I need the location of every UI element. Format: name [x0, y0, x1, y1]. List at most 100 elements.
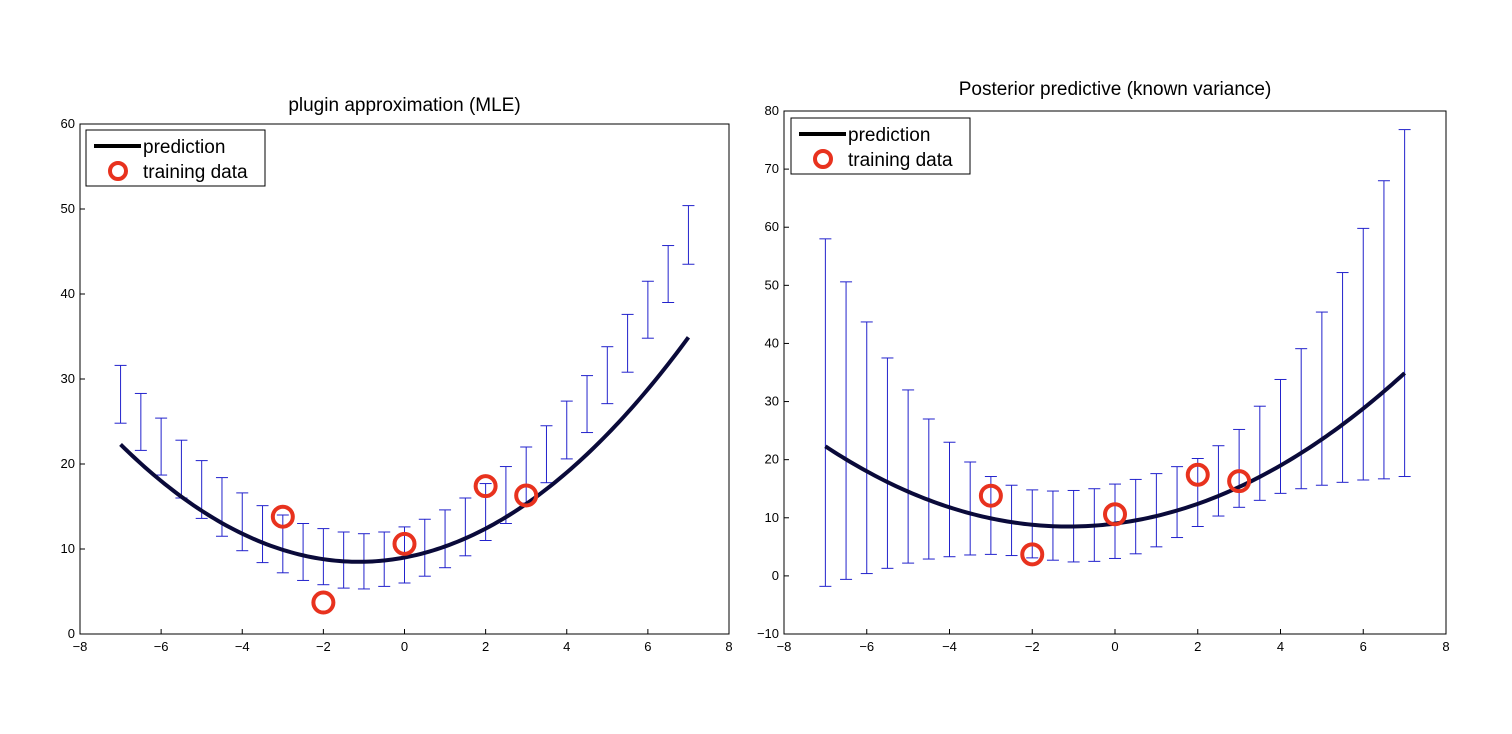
chart-title: plugin approximation (MLE) — [288, 95, 520, 116]
training-point — [1227, 469, 1252, 494]
training-point — [473, 474, 498, 499]
prediction-line — [119, 336, 691, 564]
legend-training-label: training data — [143, 162, 248, 183]
error-bar — [418, 518, 431, 577]
x-tick-label: 6 — [644, 639, 651, 654]
error-bars — [819, 129, 1411, 587]
legend: prediction training data — [85, 129, 266, 187]
y-tick-label: 20 — [61, 456, 75, 471]
training-point — [514, 483, 539, 508]
training-point — [392, 531, 417, 556]
error-bar — [881, 357, 894, 569]
training-point — [978, 483, 1003, 508]
y-tick-label: 60 — [765, 219, 779, 234]
error-bar — [1171, 466, 1184, 539]
y-tick-label: 20 — [765, 452, 779, 467]
error-bar — [276, 514, 289, 574]
error-bar — [621, 313, 634, 373]
training-points — [270, 474, 539, 615]
y-tick-label: 0 — [68, 626, 75, 641]
error-bar — [1253, 405, 1266, 501]
training-point — [1103, 502, 1127, 527]
x-tick-label: −4 — [942, 639, 957, 654]
y-tick-label: −10 — [757, 626, 779, 641]
error-bar — [1336, 272, 1349, 483]
x-tick-label: −6 — [154, 639, 169, 654]
legend-training-label: training data — [848, 150, 953, 171]
error-bar — [662, 245, 675, 303]
error-bar — [215, 477, 228, 537]
error-bar — [922, 418, 935, 560]
y-tick-label: 40 — [61, 286, 75, 301]
error-bars — [114, 205, 695, 590]
x-tick-label: 8 — [1442, 639, 1449, 654]
error-bar — [317, 528, 330, 586]
legend-training-swatch — [108, 161, 128, 181]
x-tick-label: 8 — [725, 639, 732, 654]
x-tick-label: −6 — [859, 639, 874, 654]
x-tick-label: 4 — [563, 639, 570, 654]
error-bar — [984, 476, 997, 555]
error-bar — [601, 346, 614, 405]
error-bar — [459, 497, 472, 557]
error-bar — [1398, 129, 1411, 478]
x-tick-label: −2 — [1025, 639, 1040, 654]
legend-training-swatch — [813, 149, 833, 169]
x-tick-label: 4 — [1277, 639, 1284, 654]
training-point — [1185, 462, 1210, 487]
error-bar — [560, 400, 573, 460]
error-bar — [114, 364, 127, 424]
x-tick-label: 2 — [1194, 639, 1201, 654]
error-bar — [819, 238, 832, 587]
training-point — [1020, 542, 1045, 567]
chart-plugin-approximation: plugin approximation (MLE) −8 −6 −4 −2 0 2 4 6 8… — [61, 95, 733, 654]
error-bar — [1295, 348, 1308, 490]
error-bar — [520, 446, 533, 504]
legend: prediction training data — [790, 117, 971, 175]
axis-ticks: −8 −6 −4 −2 0 2 4 6 8 −10 0 10 20 30 40 50 60 70 80 — [757, 103, 1450, 654]
x-tick-label: −2 — [316, 639, 331, 654]
error-bar — [1191, 458, 1204, 527]
x-tick-label: −8 — [73, 639, 88, 654]
error-bar — [860, 321, 873, 575]
training-points — [978, 462, 1252, 567]
error-bar — [641, 280, 654, 339]
training-point — [270, 504, 295, 529]
y-tick-label: 50 — [765, 277, 779, 292]
error-bar — [1109, 483, 1121, 559]
x-tick-label: 6 — [1360, 639, 1367, 654]
x-tick-label: 0 — [1111, 639, 1118, 654]
error-bar — [175, 439, 188, 499]
error-bar — [540, 425, 553, 484]
error-bar — [682, 205, 695, 265]
x-tick-label: 0 — [401, 639, 408, 654]
error-bar — [1357, 227, 1370, 481]
error-bar — [236, 492, 249, 552]
y-tick-label: 40 — [765, 335, 779, 350]
error-bar — [499, 466, 512, 524]
y-tick-label: 10 — [61, 541, 75, 556]
error-bar — [1233, 428, 1246, 508]
y-tick-label: 70 — [765, 161, 779, 176]
legend-prediction-label: prediction — [143, 137, 225, 158]
error-bar — [256, 505, 269, 564]
y-tick-label: 30 — [765, 394, 779, 409]
error-bar — [1274, 378, 1287, 494]
training-point — [311, 590, 336, 615]
error-bar — [840, 281, 853, 580]
error-bar — [1129, 478, 1142, 555]
error-bar — [1315, 311, 1328, 486]
error-bar — [964, 461, 977, 556]
y-tick-label: 0 — [772, 568, 779, 583]
x-tick-label: −8 — [777, 639, 792, 654]
chart-posterior-predictive: Posterior predictive (known variance) −8… — [757, 79, 1450, 654]
y-tick-label: 80 — [765, 103, 779, 118]
error-bar — [155, 417, 168, 476]
x-tick-label: 2 — [482, 639, 489, 654]
legend-prediction-label: prediction — [848, 125, 930, 146]
error-bar — [1212, 445, 1225, 517]
y-tick-label: 10 — [765, 510, 779, 525]
error-bar — [479, 483, 492, 541]
error-bar — [134, 392, 147, 451]
